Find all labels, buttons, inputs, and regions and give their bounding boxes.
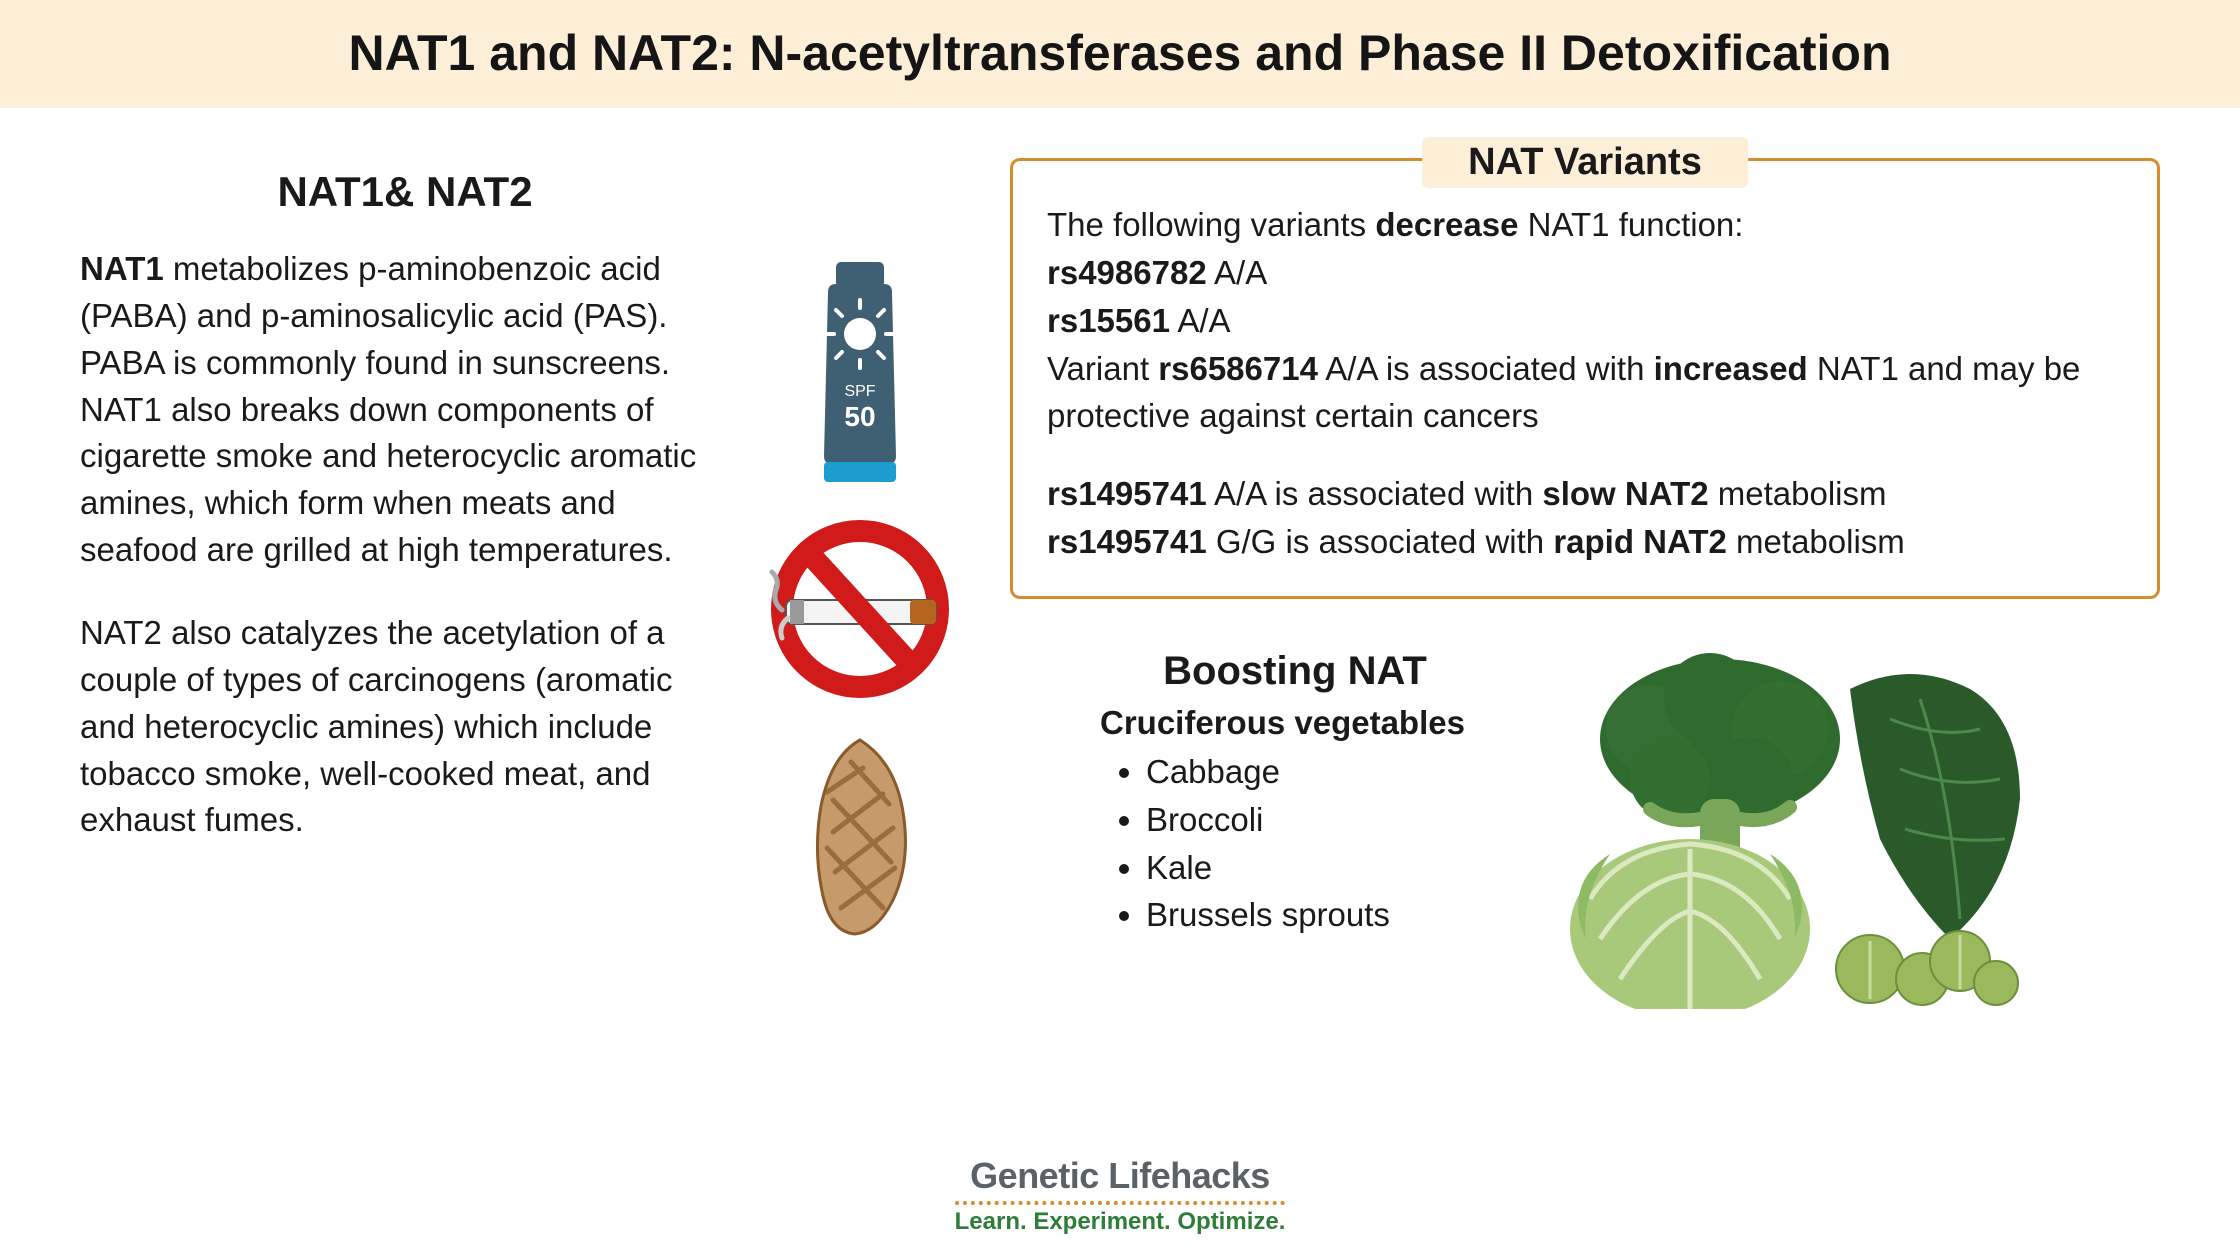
boosting-section: Boosting NAT Cruciferous vegetables Cabb… xyxy=(1010,649,2180,1009)
variant-rs1495741-slow: rs1495741 A/A is associated with slow NA… xyxy=(1047,470,2123,518)
nat-heading: NAT1& NAT2 xyxy=(0,168,980,216)
list-item: Broccoli xyxy=(1146,796,1530,844)
nat-variants-label: NAT Variants xyxy=(1422,137,1748,188)
spf-label: SPF xyxy=(844,383,875,400)
boosting-list: Cabbage Broccoli Kale Brussels sprouts xyxy=(1100,748,1530,939)
variant-rs1495741-rapid: rs1495741 G/G is associated with rapid N… xyxy=(1047,518,2123,566)
list-item: Kale xyxy=(1146,844,1530,892)
no-smoking-icon xyxy=(760,514,960,704)
grilled-meat-icon xyxy=(785,732,935,942)
spf-value: 50 xyxy=(844,401,875,432)
variant-rs15561: rs15561 A/A xyxy=(1047,297,2123,345)
boosting-heading: Boosting NAT xyxy=(1060,649,1530,694)
nat2-paragraph: NAT2 also catalyzes the acetylation of a… xyxy=(80,610,720,844)
vegetables-illustration xyxy=(1550,649,2030,1009)
right-column: NAT Variants The following variants decr… xyxy=(1010,138,2180,1009)
footer: Genetic Lifehacks Learn. Experiment. Opt… xyxy=(0,1155,2240,1236)
list-item: Brussels sprouts xyxy=(1146,891,1530,939)
footer-divider xyxy=(955,1201,1285,1205)
title-bar: NAT1 and NAT2: N-acetyltransferases and … xyxy=(0,0,2240,108)
variants-intro: The following variants decrease NAT1 fun… xyxy=(1047,201,2123,249)
nat1-paragraph: NAT1 metabolizes p-aminobenzoic acid (PA… xyxy=(80,246,720,574)
icons-column: SPF 50 xyxy=(740,246,980,942)
page-title: NAT1 and NAT2: N-acetyltransferases and … xyxy=(0,24,2240,82)
list-item: Cabbage xyxy=(1146,748,1530,796)
left-column: NAT1& NAT2 NAT1 metabolizes p-aminobenzo… xyxy=(80,138,980,1009)
nat-variants-box: NAT Variants The following variants decr… xyxy=(1010,158,2160,599)
content-area: NAT1& NAT2 NAT1 metabolizes p-aminobenzo… xyxy=(0,108,2240,1009)
variant-rs4986782: rs4986782 A/A xyxy=(1047,249,2123,297)
boosting-subheading: Cruciferous vegetables xyxy=(1100,704,1530,742)
variant-rs6586714: Variant rs6586714 A/A is associated with… xyxy=(1047,345,2123,441)
footer-brand: Genetic Lifehacks xyxy=(0,1155,2240,1197)
sunscreen-spf50-icon: SPF 50 xyxy=(800,256,920,486)
footer-tagline: Learn. Experiment. Optimize. xyxy=(0,1208,2240,1236)
